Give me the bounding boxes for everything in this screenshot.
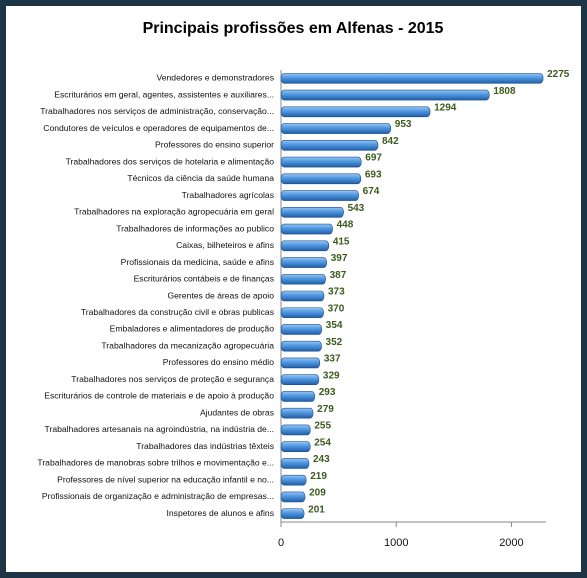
bar (280, 140, 379, 151)
bar (280, 424, 311, 436)
value-label: 842 (382, 136, 399, 147)
value-label: 329 (323, 370, 340, 381)
value-label: 337 (324, 354, 341, 365)
value-label: 397 (331, 253, 348, 264)
value-label: 1294 (434, 102, 457, 113)
y-tick-label: Trabalhadores de manobras sobre trilhos … (37, 458, 274, 468)
value-label: 415 (333, 236, 350, 247)
bar (280, 273, 326, 285)
x-tick-label: 1000 (384, 537, 408, 549)
y-tick-label: Trabalhadores nos serviços de proteção e… (71, 374, 274, 384)
value-label: 255 (314, 421, 331, 432)
y-tick-label: Vendedores e demonstradores (156, 73, 274, 83)
y-tick-label: Professores do ensino médio (163, 357, 275, 367)
bar (280, 474, 307, 486)
x-tick-label: 0 (278, 537, 284, 549)
y-tick-label: Trabalhadores dos serviços de hotelaria … (66, 156, 275, 166)
x-tick-label: 2000 (499, 537, 523, 549)
bar (280, 190, 359, 201)
y-tick-label: Trabalhadores da construção civil e obra… (81, 307, 274, 317)
value-label: 370 (328, 303, 345, 314)
value-label: 697 (365, 153, 382, 164)
chart-title: Principais profissões em Alfenas - 2015 (143, 20, 444, 37)
y-tick-label: Gerentes de áreas de apoio (167, 290, 274, 300)
y-tick-label: Professores do ensino superior (155, 140, 274, 150)
value-label: 352 (326, 337, 343, 348)
y-tick-label: Trabalhadores agrícolas (182, 190, 274, 200)
bar (280, 123, 392, 134)
bar (280, 340, 322, 352)
bar (280, 257, 328, 268)
y-tick-label: Trabalhadores da mecanização agropecuári… (101, 340, 274, 350)
value-label: 2275 (547, 69, 570, 80)
bar (280, 374, 320, 386)
y-tick-label: Ajudantes de obras (200, 407, 274, 417)
y-tick-label: Profissionais da medicina, saúde e afins (121, 257, 274, 267)
bar (280, 156, 362, 168)
bar (280, 223, 333, 235)
bar (280, 357, 321, 369)
y-tick-label: Profissionais de organização e administr… (42, 491, 274, 501)
bar (280, 206, 344, 218)
value-label: 448 (337, 220, 354, 231)
y-tick-label: Escriturários contábeis e de finanças (134, 274, 274, 284)
bar (280, 73, 544, 84)
bar (280, 441, 311, 452)
y-tick-label: Trabalhadores de informações ao publico (116, 223, 274, 233)
y-tick-label: Técnicos da ciência da saúde humana (127, 173, 274, 183)
bar (280, 240, 330, 252)
y-tick-label: Escriturários em geral, agentes, assiste… (54, 89, 274, 99)
y-tick-label: Professores de nível superior na educaçã… (57, 474, 274, 484)
bar (280, 89, 490, 101)
value-label: 387 (330, 270, 347, 281)
y-tick-label: Trabalhadores artesanais na agroindústri… (45, 424, 274, 434)
value-label: 201 (308, 504, 325, 515)
value-label: 674 (363, 186, 380, 197)
value-label: 219 (310, 471, 327, 482)
value-label: 693 (365, 169, 382, 180)
value-label: 953 (395, 119, 412, 130)
value-label: 209 (309, 488, 326, 499)
value-label: 279 (317, 404, 334, 415)
value-label: 543 (348, 203, 365, 214)
bar (280, 407, 314, 419)
bar (280, 391, 316, 402)
y-tick-label: Trabalhadores na exploração agropecuária… (74, 207, 274, 217)
bar (280, 290, 325, 302)
value-label: 373 (328, 287, 345, 298)
value-label: 254 (314, 437, 331, 448)
bar (280, 508, 305, 519)
value-label: 354 (326, 320, 343, 331)
value-label: 293 (319, 387, 336, 398)
value-label: 1808 (493, 86, 516, 97)
bar (280, 491, 306, 503)
y-tick-label: Caixas, bilheteiros e afins (176, 240, 274, 250)
y-tick-label: Embaladores e alimentadores de produção (110, 324, 275, 334)
bar (280, 106, 431, 118)
bar (280, 324, 323, 335)
y-tick-label: Escriturários de controle de materiais e… (44, 391, 274, 401)
bar (280, 458, 310, 469)
value-label: 243 (313, 454, 330, 465)
bar (280, 307, 324, 319)
y-tick-label: Condutores de veículos e operadores de e… (43, 123, 274, 133)
y-tick-label: Trabalhadores nos serviços de administra… (40, 106, 274, 116)
bar (280, 173, 362, 185)
y-tick-label: Trabalhadores das indústrias têxteis (136, 441, 274, 451)
y-tick-label: Inspetores de alunos e afins (167, 508, 275, 518)
